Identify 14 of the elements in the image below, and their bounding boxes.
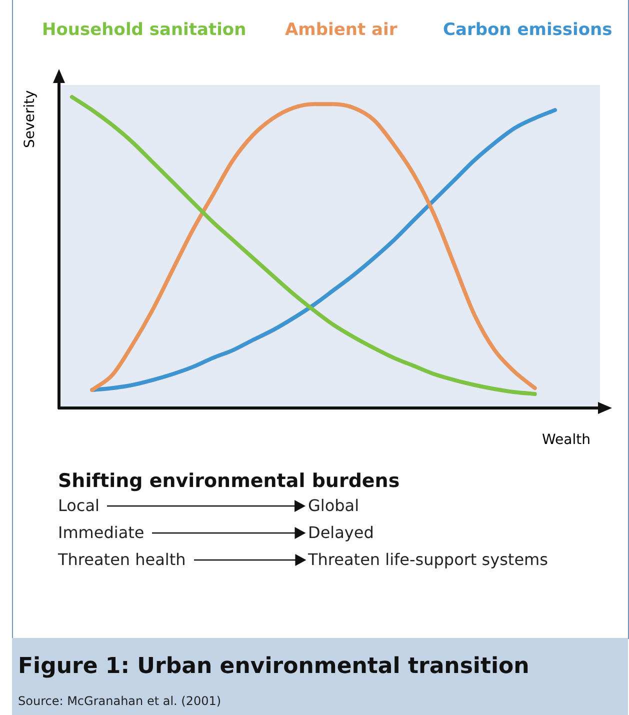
text: Immediate bbox=[58, 523, 144, 542]
text: Household sanitation bbox=[42, 20, 246, 40]
text: Shifting environmental burdens bbox=[58, 470, 400, 492]
x-axis-title: Wealth bbox=[542, 432, 590, 448]
source-note: Source: McGranahan et al. (2001) bbox=[18, 694, 222, 708]
text: Threaten health bbox=[58, 550, 186, 569]
text: Local bbox=[58, 496, 100, 515]
y-axis-title: Severity bbox=[22, 90, 38, 148]
text: Global bbox=[308, 496, 360, 515]
text: Carbon emissions bbox=[443, 20, 612, 40]
text: Ambient air bbox=[285, 20, 398, 40]
text: Figure 1: Urban environmental transition bbox=[18, 654, 530, 679]
text: Threaten life-support systems bbox=[308, 550, 548, 569]
text: Delayed bbox=[308, 523, 374, 542]
